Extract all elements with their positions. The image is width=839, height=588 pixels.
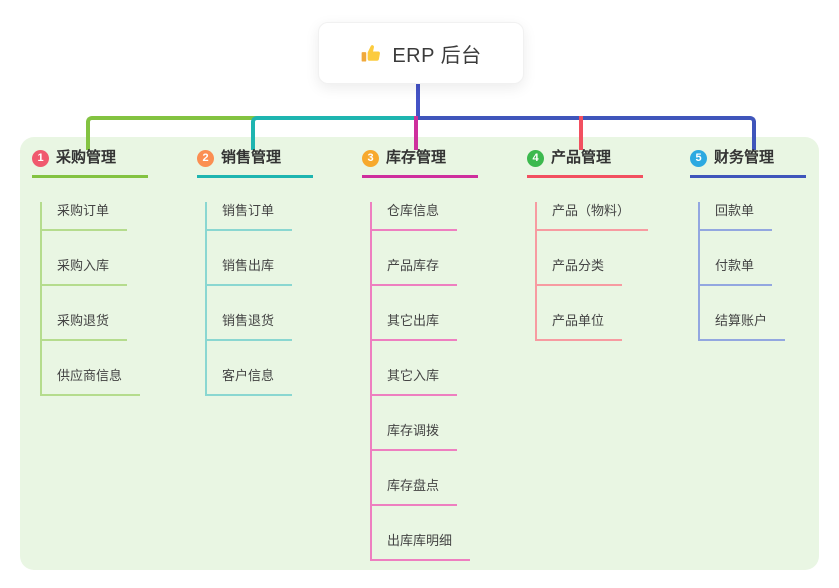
child-node[interactable]: 产品单位 bbox=[537, 312, 623, 341]
child-node[interactable]: 库存调拨 bbox=[372, 422, 458, 451]
branch-number-badge: 3 bbox=[362, 149, 379, 167]
branch-header[interactable]: 1 采购管理 bbox=[32, 148, 148, 178]
branch-number-badge: 5 bbox=[690, 149, 707, 167]
branch-label: 库存管理 bbox=[386, 149, 447, 166]
branch-column-sales: 2 销售管理 销售订单 销售出库 销售退货 客户信息 bbox=[197, 148, 321, 396]
branch-children: 采购订单 采购入库 采购退货 供应商信息 bbox=[40, 202, 156, 396]
branch-column-purchase: 1 采购管理 采购订单 采购入库 采购退货 供应商信息 bbox=[32, 148, 156, 396]
child-node[interactable]: 其它出库 bbox=[372, 312, 458, 341]
child-node[interactable]: 回款单 bbox=[700, 202, 773, 231]
root-title: ERP 后台 bbox=[392, 44, 482, 67]
branch1-connector-line bbox=[86, 116, 257, 150]
branch-label: 销售管理 bbox=[221, 149, 282, 166]
child-node[interactable]: 结算账户 bbox=[700, 312, 786, 341]
child-node[interactable]: 库存盘点 bbox=[372, 477, 458, 506]
child-node[interactable]: 客户信息 bbox=[207, 367, 293, 396]
branch2-connector-line bbox=[251, 116, 420, 150]
branch-number-badge: 2 bbox=[197, 149, 214, 167]
child-node[interactable]: 其它入库 bbox=[372, 367, 458, 396]
child-node[interactable]: 销售出库 bbox=[207, 257, 293, 286]
branch-children: 销售订单 销售出库 销售退货 客户信息 bbox=[205, 202, 321, 396]
branch-number-badge: 1 bbox=[32, 149, 49, 167]
branch-header[interactable]: 3 库存管理 bbox=[362, 148, 478, 178]
child-node[interactable]: 供应商信息 bbox=[42, 367, 141, 396]
child-node[interactable]: 销售订单 bbox=[207, 202, 293, 231]
root-node[interactable]: ERP 后台 bbox=[318, 22, 524, 84]
child-node[interactable]: 采购退货 bbox=[42, 312, 128, 341]
branch-label: 财务管理 bbox=[714, 149, 775, 166]
branch-column-inventory: 3 库存管理 仓库信息 产品库存 其它出库 其它入库 库存调拨 库存盘点 出库库… bbox=[362, 148, 486, 561]
branch-number-badge: 4 bbox=[527, 149, 544, 167]
child-node[interactable]: 仓库信息 bbox=[372, 202, 458, 231]
child-node[interactable]: 产品（物料） bbox=[537, 202, 649, 231]
branch-header[interactable]: 2 销售管理 bbox=[197, 148, 313, 178]
child-node[interactable]: 采购入库 bbox=[42, 257, 128, 286]
child-node[interactable]: 采购订单 bbox=[42, 202, 128, 231]
branch-children: 产品（物料） 产品分类 产品单位 bbox=[535, 202, 651, 341]
branch-header[interactable]: 5 财务管理 bbox=[690, 148, 806, 178]
root-connector-line bbox=[416, 82, 420, 120]
branch4-connector-line bbox=[579, 116, 583, 150]
child-node[interactable]: 产品分类 bbox=[537, 257, 623, 286]
branch5-connector-line bbox=[418, 116, 756, 150]
branch-column-product: 4 产品管理 产品（物料） 产品分类 产品单位 bbox=[527, 148, 651, 341]
branch-children: 回款单 付款单 结算账户 bbox=[698, 202, 814, 341]
branch3-connector-line bbox=[414, 116, 418, 150]
child-node[interactable]: 产品库存 bbox=[372, 257, 458, 286]
branch-label: 采购管理 bbox=[56, 149, 117, 166]
branch-children: 仓库信息 产品库存 其它出库 其它入库 库存调拨 库存盘点 出库库明细 bbox=[370, 202, 486, 561]
child-node[interactable]: 出库库明细 bbox=[372, 532, 471, 561]
child-node[interactable]: 付款单 bbox=[700, 257, 773, 286]
child-node[interactable]: 销售退货 bbox=[207, 312, 293, 341]
branches-panel bbox=[20, 137, 819, 570]
branch-header[interactable]: 4 产品管理 bbox=[527, 148, 643, 178]
thumbs-up-icon bbox=[360, 42, 383, 65]
branch-column-finance: 5 财务管理 回款单 付款单 结算账户 bbox=[690, 148, 814, 341]
branch-label: 产品管理 bbox=[551, 149, 612, 166]
